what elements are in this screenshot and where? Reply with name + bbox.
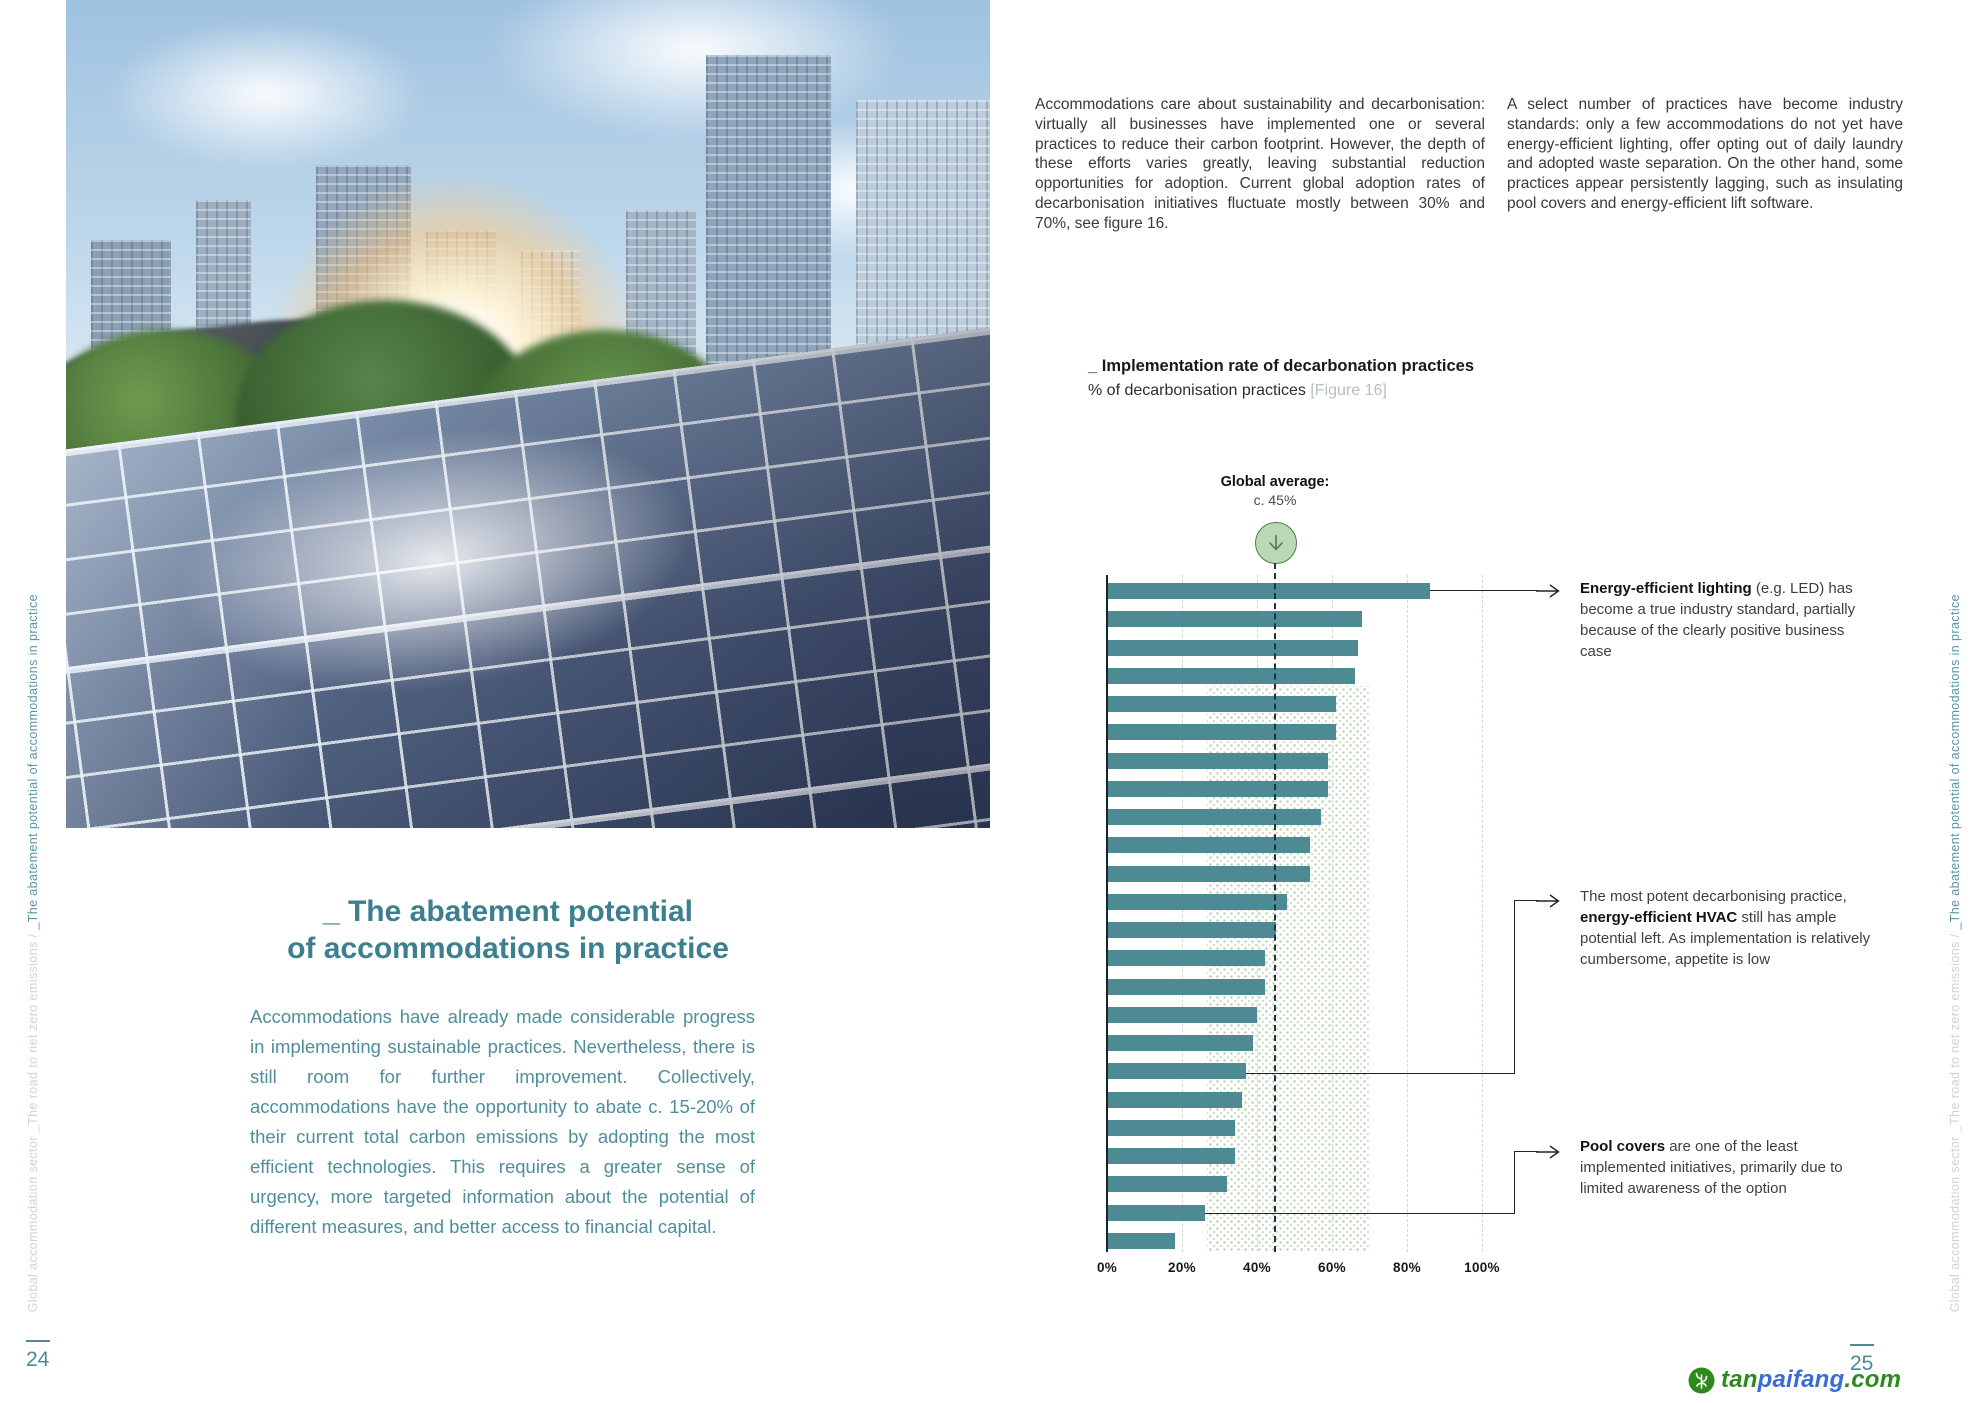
annotation-post: (e.g. LED) has become a true industry st… — [1580, 580, 1856, 660]
figure-number-label: [Figure 16] — [1310, 382, 1387, 399]
annotation-post: still has ample potential left. As imple… — [1580, 909, 1871, 968]
arrow-right-icon — [1536, 1145, 1560, 1159]
global-average-label: Global average: — [1220, 474, 1330, 490]
right-sidebar-vertical-text: Global accommodation sector _The road to… — [1944, 0, 1966, 1312]
watermark-tan: tan — [1721, 1366, 1758, 1393]
arrow-down-icon — [1269, 534, 1283, 551]
bar — [1107, 809, 1321, 826]
sidebar-text-teal: _The abatement potential of accommodatio… — [26, 593, 40, 930]
x-tick-label: 80% — [1393, 1260, 1421, 1275]
left-page-paragraph: Accommodations have already made conside… — [250, 1006, 755, 1237]
left-page-title: _ The abatement potential of accommodati… — [228, 893, 788, 967]
arrow-right-icon — [1536, 584, 1560, 598]
bar — [1107, 978, 1265, 995]
bar — [1107, 724, 1336, 741]
sidebar-text-grey: Global accommodation sector _The road to… — [1948, 929, 1962, 1312]
x-tick-label: 0% — [1096, 1260, 1118, 1275]
figure-header: _ Implementation rate of decarbonation p… — [1088, 357, 1474, 400]
x-tick-label: 60% — [1318, 1260, 1346, 1275]
bar — [1107, 1176, 1227, 1193]
intro-column-2: A select number of practices have become… — [1507, 96, 1903, 212]
bar — [1107, 752, 1329, 769]
arrow-right-icon — [1536, 894, 1560, 908]
annotation-lighting: Energy-efficient lighting (e.g. LED) has… — [1580, 578, 1880, 662]
annotation-hvac: The most potent decarbonising practice, … — [1580, 886, 1880, 970]
x-tick-label: 20% — [1168, 1260, 1196, 1275]
hero-photo — [66, 0, 990, 828]
bar-chart: 0% 20% 40% 60% 80% 100% — [1097, 575, 1500, 1275]
right-page-number: 25 — [1850, 1344, 1874, 1374]
annotation-post: are one of the least implemented initiat… — [1580, 1138, 1843, 1197]
y-axis-line — [1106, 575, 1108, 1252]
bar — [1107, 1063, 1246, 1080]
bar — [1107, 837, 1310, 854]
sidebar-text-grey: Global accommodation sector _The road to… — [26, 929, 40, 1312]
bar — [1107, 1119, 1235, 1136]
left-page-number: 24 — [26, 1340, 50, 1370]
page-number-rule — [26, 1340, 50, 1342]
connector-pool-h2 — [1514, 1151, 1538, 1153]
annotation-bold: Pool covers — [1580, 1138, 1666, 1155]
bar — [1107, 1035, 1254, 1052]
bar — [1107, 865, 1310, 882]
connector-hvac-h — [1246, 1073, 1514, 1075]
global-average-marker — [1255, 522, 1297, 564]
global-average-dashed-line — [1274, 563, 1276, 1252]
adoption-range-band — [1207, 686, 1369, 1252]
cloud — [486, 0, 906, 140]
annotation-pool-covers: Pool covers are one of the least impleme… — [1580, 1136, 1880, 1199]
left-sidebar-vertical-text: Global accommodation sector _The road to… — [22, 0, 44, 1312]
connector-pool-h — [1205, 1213, 1514, 1215]
bar — [1107, 1006, 1257, 1023]
x-tick-label: 40% — [1243, 1260, 1271, 1275]
bar — [1107, 780, 1329, 797]
connector-hvac-h2 — [1514, 900, 1538, 902]
annotation-bold: Energy-efficient lighting — [1580, 580, 1752, 597]
bar — [1107, 639, 1359, 656]
annotation-pre: The most potent decarbonising practice, — [1580, 888, 1847, 905]
bar — [1107, 611, 1362, 628]
bar — [1107, 922, 1276, 939]
figure-title: _ Implementation rate of decarbonation p… — [1088, 357, 1475, 375]
watermark-link[interactable]: tanpaifang.com — [1688, 1366, 1901, 1394]
bar — [1107, 893, 1287, 910]
global-average-callout: Global average: c. 45% — [1165, 474, 1385, 508]
figure-subtitle: % of decarbonisation practices — [1088, 382, 1306, 399]
bar — [1107, 1091, 1242, 1108]
page-number-value: 24 — [26, 1348, 50, 1371]
intro-column-1: Accommodations care about sustainability… — [1035, 96, 1485, 232]
connector-pool-v — [1514, 1151, 1516, 1214]
gridline — [1182, 575, 1183, 1252]
connector-lighting — [1430, 590, 1538, 592]
connector-hvac-v — [1514, 900, 1516, 1074]
tanpaifang-logo-icon — [1688, 1367, 1715, 1393]
bar — [1107, 583, 1430, 599]
watermark-paifang: paifang — [1757, 1366, 1845, 1393]
page-number-rule — [1850, 1344, 1874, 1346]
bar — [1107, 696, 1336, 713]
gridline — [1482, 575, 1483, 1252]
bar — [1107, 667, 1355, 684]
cloud — [106, 20, 426, 170]
watermark-com: .com — [1844, 1366, 1902, 1393]
bar — [1107, 1148, 1235, 1165]
global-average-value: c. 45% — [1253, 492, 1297, 508]
gridline — [1407, 575, 1408, 1252]
annotation-bold: energy-efficient HVAC — [1580, 909, 1738, 926]
bar — [1107, 1232, 1175, 1249]
title-line-1: _ The abatement potential — [322, 895, 694, 928]
sidebar-text-teal: _The abatement potential of accommodatio… — [1948, 593, 1962, 930]
bar — [1107, 950, 1265, 967]
title-line-2: of accommodations in practice — [287, 932, 729, 965]
bar — [1107, 1204, 1205, 1221]
x-tick-label: 100% — [1464, 1260, 1500, 1275]
page-number-value: 25 — [1850, 1352, 1874, 1375]
